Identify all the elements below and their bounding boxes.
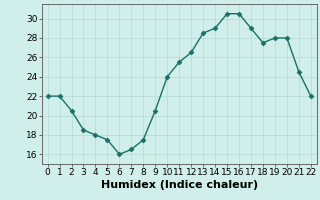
X-axis label: Humidex (Indice chaleur): Humidex (Indice chaleur)	[100, 180, 258, 190]
